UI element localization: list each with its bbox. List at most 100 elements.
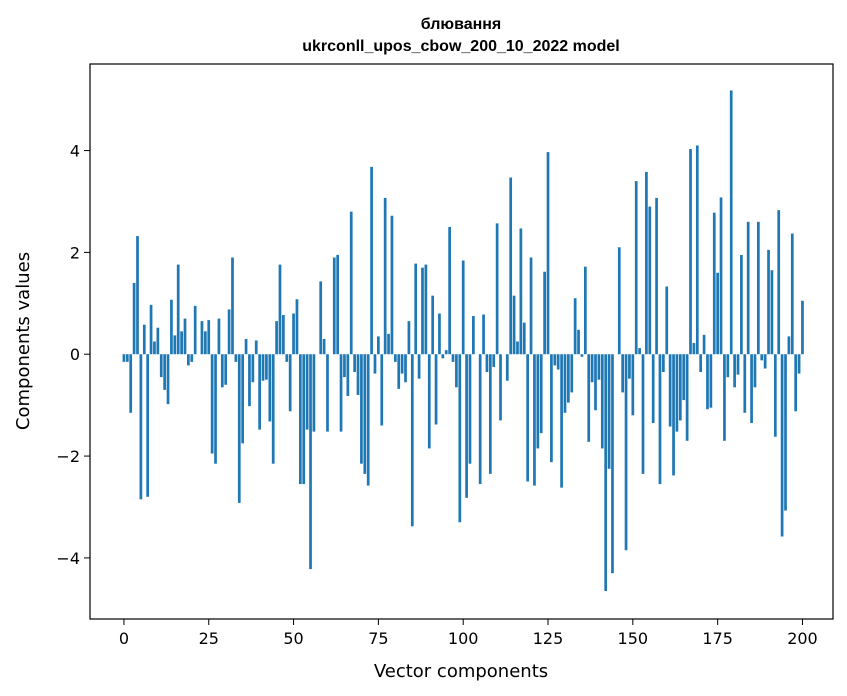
bar <box>370 166 373 355</box>
bar <box>271 354 275 464</box>
bar <box>210 354 214 454</box>
bar <box>360 354 363 464</box>
bar <box>546 152 550 355</box>
bar <box>390 215 394 355</box>
bar <box>553 354 557 366</box>
bar <box>129 354 133 413</box>
bar <box>716 272 719 355</box>
bar <box>580 354 584 357</box>
bar <box>237 354 241 503</box>
bar <box>648 206 652 355</box>
x-tick-label: 75 <box>368 629 388 648</box>
bar <box>600 354 604 449</box>
bar <box>424 264 428 355</box>
bar <box>583 266 587 355</box>
bar <box>295 299 299 355</box>
bar <box>526 354 530 482</box>
bar <box>393 354 397 362</box>
bar <box>404 354 407 383</box>
x-tick-label: 0 <box>119 629 129 648</box>
x-axis-ticks: 0 25 50 75 100 125 150 175 200 <box>119 619 818 648</box>
bar <box>244 338 248 355</box>
bar <box>163 354 166 390</box>
bar <box>712 212 716 355</box>
bar <box>662 354 665 373</box>
bar <box>509 177 513 355</box>
bar <box>495 223 499 355</box>
bar <box>675 354 679 432</box>
bar <box>760 354 764 361</box>
bar <box>604 354 608 591</box>
x-tick-label: 100 <box>448 629 479 648</box>
bar <box>285 354 289 362</box>
bar <box>550 354 553 463</box>
bar <box>634 181 638 355</box>
bar <box>482 314 485 355</box>
bar <box>132 282 136 355</box>
bar <box>770 270 774 355</box>
bar <box>478 354 482 485</box>
y-tick-label: 0 <box>70 345 80 364</box>
bar <box>743 354 747 413</box>
bar <box>709 354 713 408</box>
bar <box>543 271 546 355</box>
bar <box>292 313 295 355</box>
bar <box>695 145 699 355</box>
bar <box>349 211 353 355</box>
x-axis-label: Vector components <box>374 661 548 682</box>
bar <box>261 354 265 381</box>
bar <box>726 354 730 378</box>
bar <box>753 354 757 388</box>
bar <box>190 354 194 362</box>
bar <box>787 336 791 355</box>
bar <box>251 354 255 383</box>
bar <box>472 316 475 355</box>
bar <box>665 286 669 355</box>
bar <box>658 354 662 485</box>
bar <box>468 354 472 464</box>
bar <box>577 329 580 355</box>
bar <box>485 354 489 373</box>
bar <box>156 327 160 355</box>
bar <box>641 354 645 474</box>
bar <box>678 354 682 421</box>
bar <box>224 354 228 385</box>
bar <box>638 348 641 355</box>
chart-subtitle: ukrconll_upos_cbow_200_10_2022 model <box>302 38 619 55</box>
bars-group <box>122 90 804 591</box>
bar <box>166 354 170 405</box>
bar <box>187 354 190 366</box>
bar <box>268 354 272 422</box>
bar <box>302 354 306 485</box>
bar <box>356 354 360 395</box>
bar <box>740 254 743 355</box>
x-tick-label: 50 <box>283 629 303 648</box>
bar <box>431 295 435 355</box>
bar <box>773 354 777 437</box>
bar <box>597 354 601 380</box>
bar <box>305 354 309 430</box>
bar <box>729 90 733 355</box>
bar <box>373 354 377 374</box>
bar <box>607 354 611 469</box>
bar <box>448 226 451 355</box>
y-tick-label: −4 <box>56 549 80 568</box>
bar <box>343 354 346 378</box>
bar <box>410 354 414 527</box>
bar <box>645 171 648 355</box>
bar <box>451 354 455 362</box>
bar <box>241 354 245 444</box>
bar <box>465 354 468 498</box>
bar <box>176 264 180 355</box>
bar <box>702 334 706 355</box>
bar <box>248 354 251 407</box>
bar <box>492 354 496 367</box>
bar <box>655 197 658 355</box>
bar <box>227 309 231 355</box>
bar <box>733 354 736 388</box>
bar <box>397 354 401 389</box>
bar <box>366 354 370 486</box>
bar <box>560 354 563 488</box>
bar <box>207 320 211 355</box>
bar <box>363 354 367 474</box>
